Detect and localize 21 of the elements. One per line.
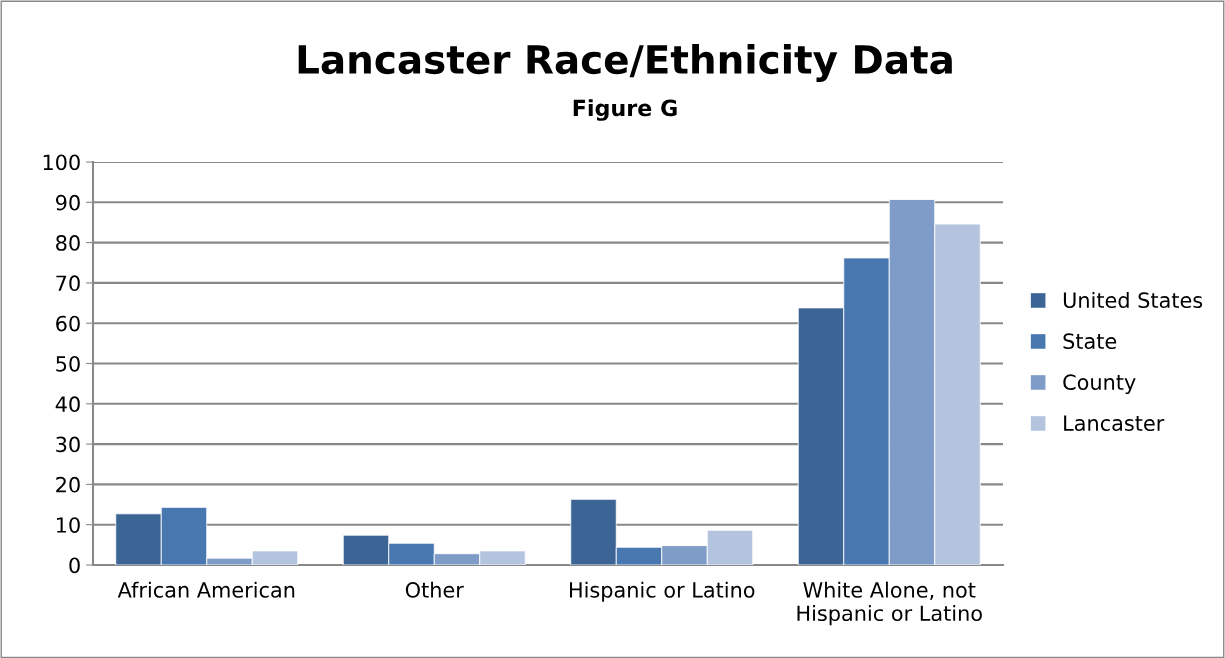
y-tick-label: 100 xyxy=(43,154,80,171)
legend-label: United States xyxy=(1063,291,1203,309)
chart-title: Lancaster Race/Ethnicity Data xyxy=(298,44,952,82)
y-tick-label: 70 xyxy=(56,275,80,292)
legend-label: State xyxy=(1063,333,1117,350)
legend-label: County xyxy=(1063,374,1136,395)
legend-label: Lancaster xyxy=(1064,415,1165,432)
x-tick-label: African American xyxy=(117,581,295,598)
y-tick-label: 40 xyxy=(55,396,80,413)
y-tick-label: 20 xyxy=(56,476,80,493)
y-tick-label: 30 xyxy=(56,436,80,453)
x-tick-label: White Alone, not Hispanic or Latino xyxy=(797,581,982,626)
y-tick-label: 0 xyxy=(69,557,80,574)
y-tick-label: 50 xyxy=(56,355,80,372)
x-tick-label: Hispanic or Latino xyxy=(570,581,755,602)
y-tick-label: 90 xyxy=(56,194,80,211)
x-tick-label: Other xyxy=(405,581,464,598)
y-tick-label: 80 xyxy=(56,235,80,251)
chart-subtitle: Figure G xyxy=(573,99,677,121)
y-tick-label: 10 xyxy=(56,517,80,533)
y-tick-label: 60 xyxy=(56,315,80,332)
